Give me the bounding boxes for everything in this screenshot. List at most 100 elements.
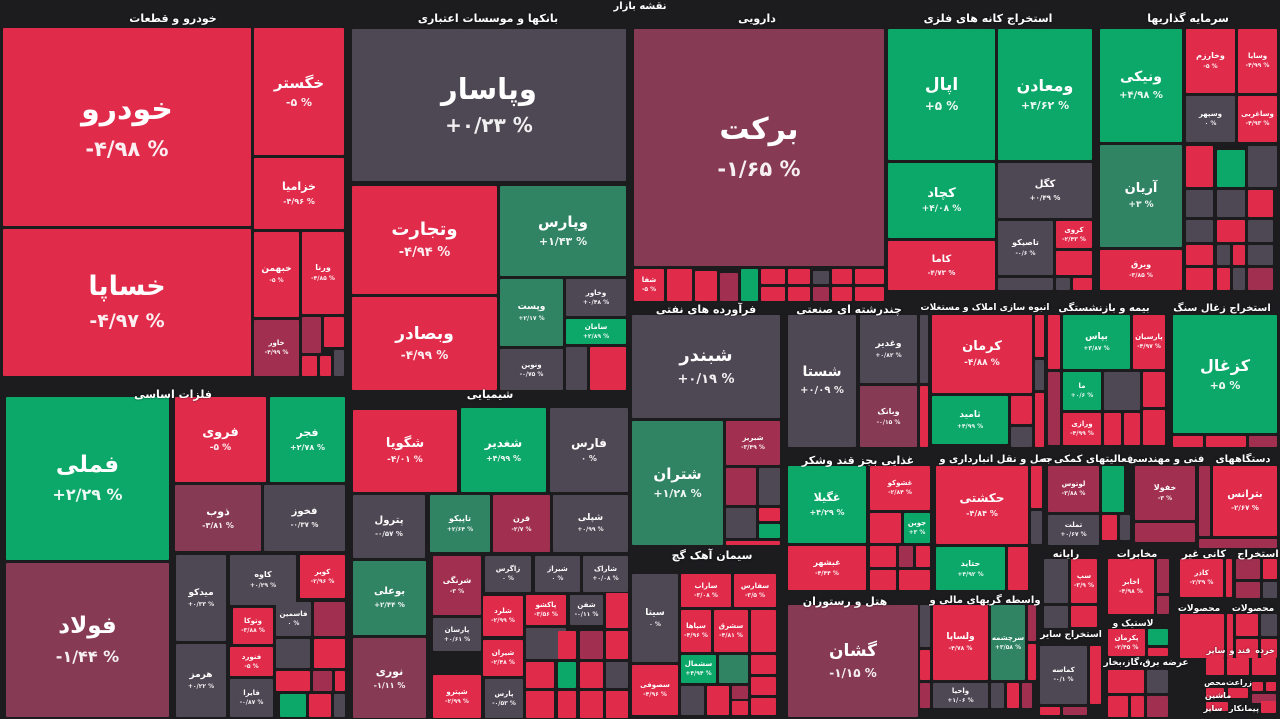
tile-پارسیان[interactable]: پارسیان -۴/۹۷ % bbox=[1133, 315, 1165, 369]
tile-unnamed[interactable] bbox=[1266, 682, 1276, 691]
tile-unnamed[interactable] bbox=[324, 317, 344, 347]
tile-unnamed[interactable] bbox=[726, 541, 780, 545]
tile-اپال[interactable]: اپال +۵ % bbox=[888, 29, 995, 160]
tile-unnamed[interactable] bbox=[732, 686, 748, 699]
tile-unnamed[interactable] bbox=[276, 671, 310, 691]
tile-unnamed[interactable] bbox=[1226, 559, 1232, 597]
tile-unnamed[interactable] bbox=[1206, 702, 1228, 711]
tile-unnamed[interactable] bbox=[751, 677, 776, 695]
tile-unnamed[interactable] bbox=[1248, 220, 1273, 242]
tile-unnamed[interactable] bbox=[681, 686, 704, 715]
tile-حتاید[interactable]: حتاید +۴/۹۲ % bbox=[936, 547, 1005, 590]
tile-unnamed[interactable] bbox=[1248, 245, 1273, 265]
tile-شلرد[interactable]: شلرد -۲/۹۹ % bbox=[483, 596, 523, 636]
tile-تاپیکو[interactable]: تاپیکو +۲/۶۴ % bbox=[430, 495, 490, 552]
tile-unnamed[interactable] bbox=[1252, 658, 1276, 675]
tile-unnamed[interactable] bbox=[1186, 146, 1213, 187]
tile-unnamed[interactable] bbox=[606, 691, 628, 718]
tile-شیراز[interactable]: شیراز ۰ % bbox=[535, 556, 580, 592]
tile-ومعادن[interactable]: ومعادن +۴/۶۲ % bbox=[998, 29, 1092, 160]
tile-فخوز[interactable]: فخوز -۰/۳۷ % bbox=[264, 485, 345, 551]
tile-unnamed[interactable] bbox=[1249, 436, 1277, 447]
tile-unnamed[interactable] bbox=[1199, 466, 1210, 536]
tile-unnamed[interactable] bbox=[558, 631, 576, 659]
tile-سرچشمه[interactable]: سرچشمه +۳/۵۸ % bbox=[991, 605, 1025, 680]
tile-unnamed[interactable] bbox=[759, 524, 780, 538]
tile-کماسه[interactable]: کماسه -۰/۱ % bbox=[1040, 646, 1087, 704]
tile-unnamed[interactable] bbox=[726, 508, 756, 538]
tile-کروی[interactable]: کروی -۲/۴۳ % bbox=[1056, 221, 1092, 248]
tile-تملت[interactable]: تملت +۰/۶۷ % bbox=[1048, 515, 1099, 545]
tile-وساغربی[interactable]: وساغربی -۴/۹۳ % bbox=[1238, 96, 1277, 142]
tile-unnamed[interactable] bbox=[1007, 683, 1019, 708]
tile-unnamed[interactable] bbox=[1206, 436, 1246, 447]
tile-وخاور[interactable]: وخاور +۰/۴۸ % bbox=[566, 279, 626, 316]
tile-خزامیا[interactable]: خزامیا -۴/۹۶ % bbox=[254, 158, 344, 229]
tile-شتران[interactable]: شتران +۱/۲۸ % bbox=[632, 421, 723, 545]
tile-unnamed[interactable] bbox=[1227, 614, 1233, 658]
tile-خودرو[interactable]: خودرو -۴/۹۸ % bbox=[3, 28, 251, 226]
tile-جوین[interactable]: جوین +۳ % bbox=[904, 513, 930, 543]
tile-unnamed[interactable] bbox=[1028, 605, 1036, 641]
tile-وخارزم[interactable]: وخارزم -۵ % bbox=[1186, 29, 1235, 93]
tile-unnamed[interactable] bbox=[1236, 639, 1258, 658]
tile-unnamed[interactable] bbox=[309, 694, 331, 717]
tile-unnamed[interactable] bbox=[1206, 658, 1224, 675]
tile-لوتوس[interactable]: لوتوس -۳/۸۸ % bbox=[1048, 466, 1099, 512]
tile-وسایا[interactable]: وسایا -۴/۹۹ % bbox=[1238, 29, 1277, 93]
tile-حکشتی[interactable]: حکشتی -۴/۸۴ % bbox=[936, 466, 1028, 544]
tile-unnamed[interactable] bbox=[580, 631, 603, 659]
tile-وبصادر[interactable]: وبصادر -۴/۹۹ % bbox=[352, 297, 497, 390]
tile-پارس[interactable]: پارس -۰/۵۳ % bbox=[485, 679, 523, 718]
tile-unnamed[interactable] bbox=[1090, 646, 1101, 704]
tile-شگویا[interactable]: شگویا -۴/۰۱ % bbox=[353, 410, 457, 492]
tile-unnamed[interactable] bbox=[1104, 413, 1121, 445]
tile-unnamed[interactable] bbox=[920, 650, 930, 680]
tile-unnamed[interactable] bbox=[580, 662, 603, 688]
tile-غشوکو[interactable]: غشوکو -۲/۸۴ % bbox=[870, 466, 930, 510]
tile-unnamed[interactable] bbox=[1108, 696, 1128, 717]
tile-unnamed[interactable] bbox=[1035, 360, 1044, 390]
tile-ونوین[interactable]: ونوین -۰/۷۵ % bbox=[500, 349, 563, 390]
tile-unnamed[interactable] bbox=[1102, 466, 1124, 512]
tile-کگل[interactable]: کگل +۰/۴۹ % bbox=[998, 163, 1092, 218]
tile-کویر[interactable]: کویر -۲/۹۶ % bbox=[300, 555, 345, 598]
tile-سشمال[interactable]: سشمال +۴/۹۴ % bbox=[681, 655, 716, 683]
tile-unnamed[interactable] bbox=[1071, 606, 1097, 627]
tile-unnamed[interactable] bbox=[1186, 245, 1213, 265]
tile-unnamed[interactable] bbox=[741, 269, 758, 301]
tile-سیتا[interactable]: سیتا ۰ % bbox=[632, 574, 678, 662]
tile-تاصیکو[interactable]: تاصیکو -۰/۶ % bbox=[998, 221, 1053, 275]
tile-unnamed[interactable] bbox=[1028, 644, 1036, 680]
tile-unnamed[interactable] bbox=[920, 683, 930, 708]
tile-فنورد[interactable]: فنورد -۵ % bbox=[230, 647, 273, 676]
tile-unnamed[interactable] bbox=[720, 273, 738, 301]
tile-پترول[interactable]: پترول -۰/۵۷ % bbox=[353, 495, 425, 558]
tile-وغدیر[interactable]: وغدیر +۰/۸۲ % bbox=[860, 315, 917, 383]
tile-unnamed[interactable] bbox=[832, 287, 852, 301]
tile-unnamed[interactable] bbox=[1261, 639, 1277, 658]
tile-unnamed[interactable] bbox=[726, 468, 756, 505]
tile-unnamed[interactable] bbox=[855, 287, 884, 301]
tile-ورنا[interactable]: ورنا -۴/۸۵ % bbox=[302, 232, 344, 314]
tile-unnamed[interactable] bbox=[761, 269, 785, 284]
tile-unnamed[interactable] bbox=[1148, 648, 1168, 656]
tile-unnamed[interactable] bbox=[1157, 596, 1169, 614]
tile-unnamed[interactable] bbox=[1035, 393, 1044, 447]
tile-بترانس[interactable]: بترانس -۲/۶۷ % bbox=[1213, 466, 1277, 536]
tile-unnamed[interactable] bbox=[314, 602, 345, 636]
tile-unnamed[interactable] bbox=[1252, 694, 1276, 703]
tile-unnamed[interactable] bbox=[606, 631, 628, 659]
tile-ورازی[interactable]: ورازی -۴/۹۹ % bbox=[1063, 413, 1101, 445]
tile-unnamed[interactable] bbox=[1044, 606, 1068, 628]
tile-unnamed[interactable] bbox=[1236, 582, 1260, 598]
tile-unnamed[interactable] bbox=[1048, 372, 1060, 445]
tile-unnamed[interactable] bbox=[566, 347, 587, 390]
tile-سصوفی[interactable]: سصوفی -۴/۹۶ % bbox=[632, 665, 678, 715]
tile-unnamed[interactable] bbox=[1048, 315, 1060, 369]
tile-برکت[interactable]: برکت -۱/۶۵ % bbox=[634, 29, 884, 266]
tile-unnamed[interactable] bbox=[870, 570, 896, 590]
tile-unnamed[interactable] bbox=[732, 701, 748, 715]
tile-شیران[interactable]: شیران -۲/۴۸ % bbox=[483, 640, 523, 676]
tile-بپاس[interactable]: بپاس +۳/۸۷ % bbox=[1063, 315, 1130, 369]
